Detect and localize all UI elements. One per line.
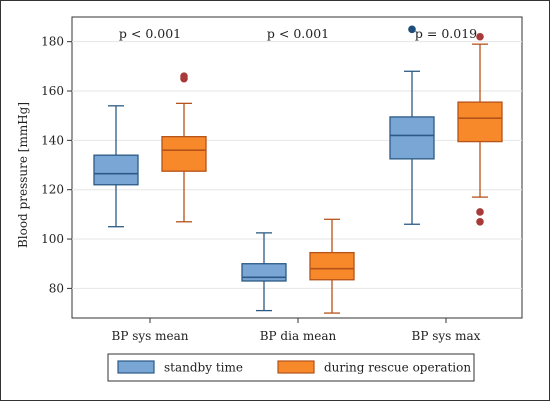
outlier-point xyxy=(180,72,188,81)
y-tick-label: 180 xyxy=(41,35,64,49)
legend-label: during rescue operation xyxy=(324,361,471,375)
p-value-annotation: p < 0.001 xyxy=(267,26,329,41)
plot-background xyxy=(71,16,523,319)
y-tick-label: 160 xyxy=(41,84,64,98)
box-iqr xyxy=(241,263,287,282)
legend-label: standby time xyxy=(164,361,243,375)
x-tick-label: BP sys mean xyxy=(112,329,189,343)
outlier-point xyxy=(476,208,484,216)
y-tick-label: 100 xyxy=(41,232,64,246)
y-tick-label: 140 xyxy=(41,133,64,147)
plot-area: 80 100 120 140 160 180 BP sys mean p < 0.001 BP … xyxy=(41,16,523,343)
x-tick-label: BP dia mean xyxy=(260,329,337,343)
y-tick-label: 120 xyxy=(41,183,64,197)
y-tick-label: 80 xyxy=(49,281,64,295)
outlier-point xyxy=(408,25,416,34)
box-iqr xyxy=(457,101,503,143)
legend-swatch xyxy=(117,360,155,374)
box-iqr xyxy=(309,251,355,281)
x-tick-label: BP sys max xyxy=(412,329,481,343)
legend-swatch xyxy=(277,360,315,374)
box-iqr xyxy=(93,154,139,186)
outlier-point xyxy=(476,217,484,226)
outlier-point xyxy=(476,32,484,41)
box-iqr xyxy=(389,116,435,160)
p-value-annotation: p = 0.019 xyxy=(415,26,477,41)
box-iqr xyxy=(161,136,207,172)
legend: standby time during rescue operation xyxy=(107,353,475,382)
p-value-annotation: p < 0.001 xyxy=(119,26,181,41)
y-axis-label: Blood pressure [mmHg] xyxy=(16,102,30,248)
